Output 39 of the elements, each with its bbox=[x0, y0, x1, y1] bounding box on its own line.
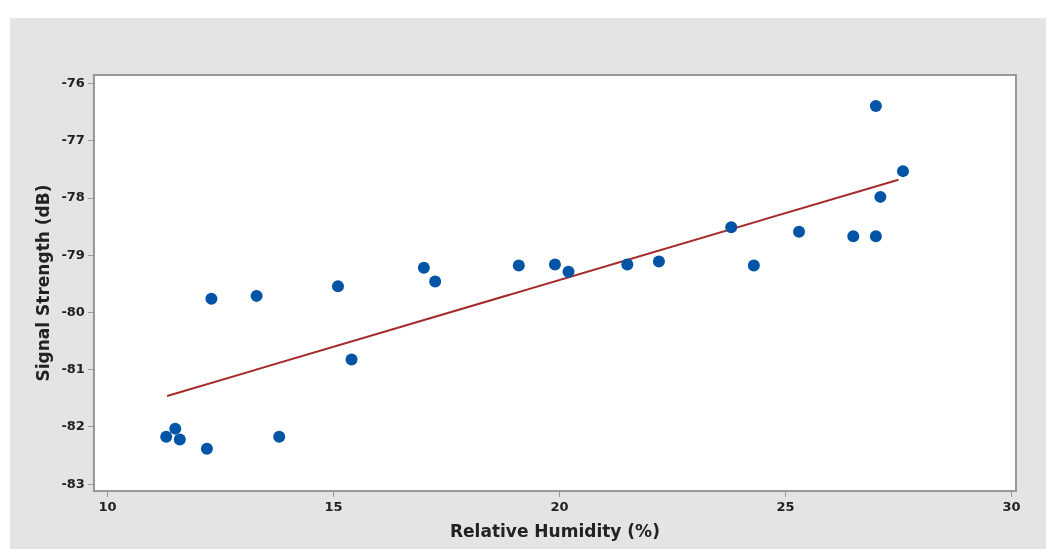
x-axis-title: Relative Humidity (%) bbox=[449, 521, 660, 542]
point bbox=[747, 259, 760, 272]
y-tick-label: -77 bbox=[61, 132, 85, 148]
point bbox=[512, 259, 525, 272]
x-tick-label: 15 bbox=[324, 499, 343, 515]
point bbox=[173, 433, 186, 446]
point bbox=[160, 430, 173, 443]
x-tick-label: 20 bbox=[550, 499, 569, 515]
x-tick-label: 30 bbox=[1002, 499, 1021, 515]
point bbox=[874, 190, 887, 203]
y-tick-label: -82 bbox=[61, 418, 85, 434]
y-axis-title: Signal Strength (dB) bbox=[32, 184, 53, 382]
y-tick-label: -79 bbox=[61, 246, 85, 262]
y-tick-label: -83 bbox=[61, 475, 85, 491]
point bbox=[562, 265, 575, 278]
point bbox=[548, 258, 561, 271]
point bbox=[169, 422, 182, 435]
point bbox=[429, 275, 442, 288]
x-tick-label: 10 bbox=[98, 499, 117, 515]
point bbox=[250, 289, 263, 302]
point bbox=[869, 230, 882, 243]
point bbox=[725, 221, 738, 234]
point bbox=[869, 99, 882, 112]
point bbox=[621, 258, 634, 271]
y-tick-label: -81 bbox=[61, 361, 85, 377]
y-tick-label: -76 bbox=[61, 74, 85, 90]
point bbox=[273, 430, 286, 443]
y-tick-label: -78 bbox=[61, 189, 85, 205]
point bbox=[345, 353, 358, 366]
x-tick-label: 25 bbox=[776, 499, 795, 515]
y-tick-label: -80 bbox=[61, 303, 85, 319]
point bbox=[652, 255, 665, 268]
point bbox=[205, 292, 218, 305]
point bbox=[200, 442, 213, 455]
point bbox=[793, 225, 806, 238]
point bbox=[897, 165, 909, 178]
point bbox=[847, 230, 860, 243]
point bbox=[331, 280, 344, 293]
point bbox=[417, 261, 430, 274]
